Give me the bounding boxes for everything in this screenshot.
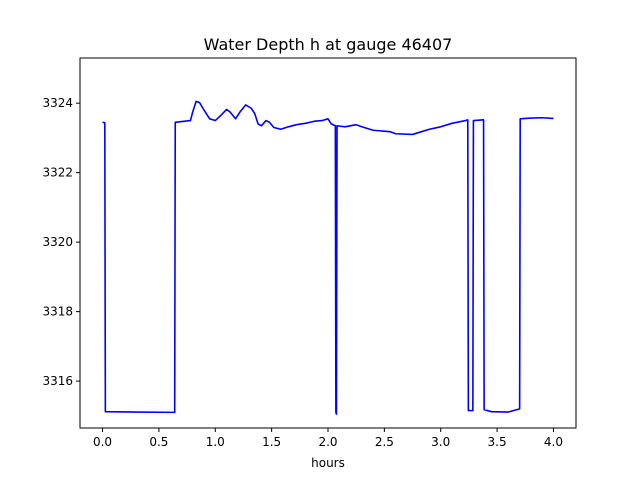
x-tick-label: 1.0 [206, 435, 225, 449]
x-tick-label: 3.5 [488, 435, 507, 449]
x-axis-label: hours [311, 456, 345, 470]
x-tick-label: 4.0 [544, 435, 563, 449]
y-tick-label: 3316 [42, 374, 73, 388]
y-axis-ticks: 3316 3318 3320 3322 3324 [42, 96, 80, 388]
x-tick-label: 1.5 [262, 435, 281, 449]
x-tick-label: 0.0 [93, 435, 112, 449]
chart-title: Water Depth h at gauge 46407 [204, 35, 453, 54]
y-tick-label: 3320 [42, 235, 73, 249]
y-tick-label: 3324 [42, 96, 73, 110]
x-tick-label: 0.5 [149, 435, 168, 449]
x-tick-label: 3.0 [431, 435, 450, 449]
x-tick-label: 2.0 [318, 435, 337, 449]
series-line-water-depth [102, 100, 554, 415]
y-tick-label: 3318 [42, 305, 73, 319]
x-tick-label: 2.5 [375, 435, 394, 449]
y-tick-label: 3322 [42, 166, 73, 180]
x-axis-ticks: 0.0 0.5 1.0 1.5 2.0 2.5 3.0 3.5 4.0 [93, 428, 563, 449]
